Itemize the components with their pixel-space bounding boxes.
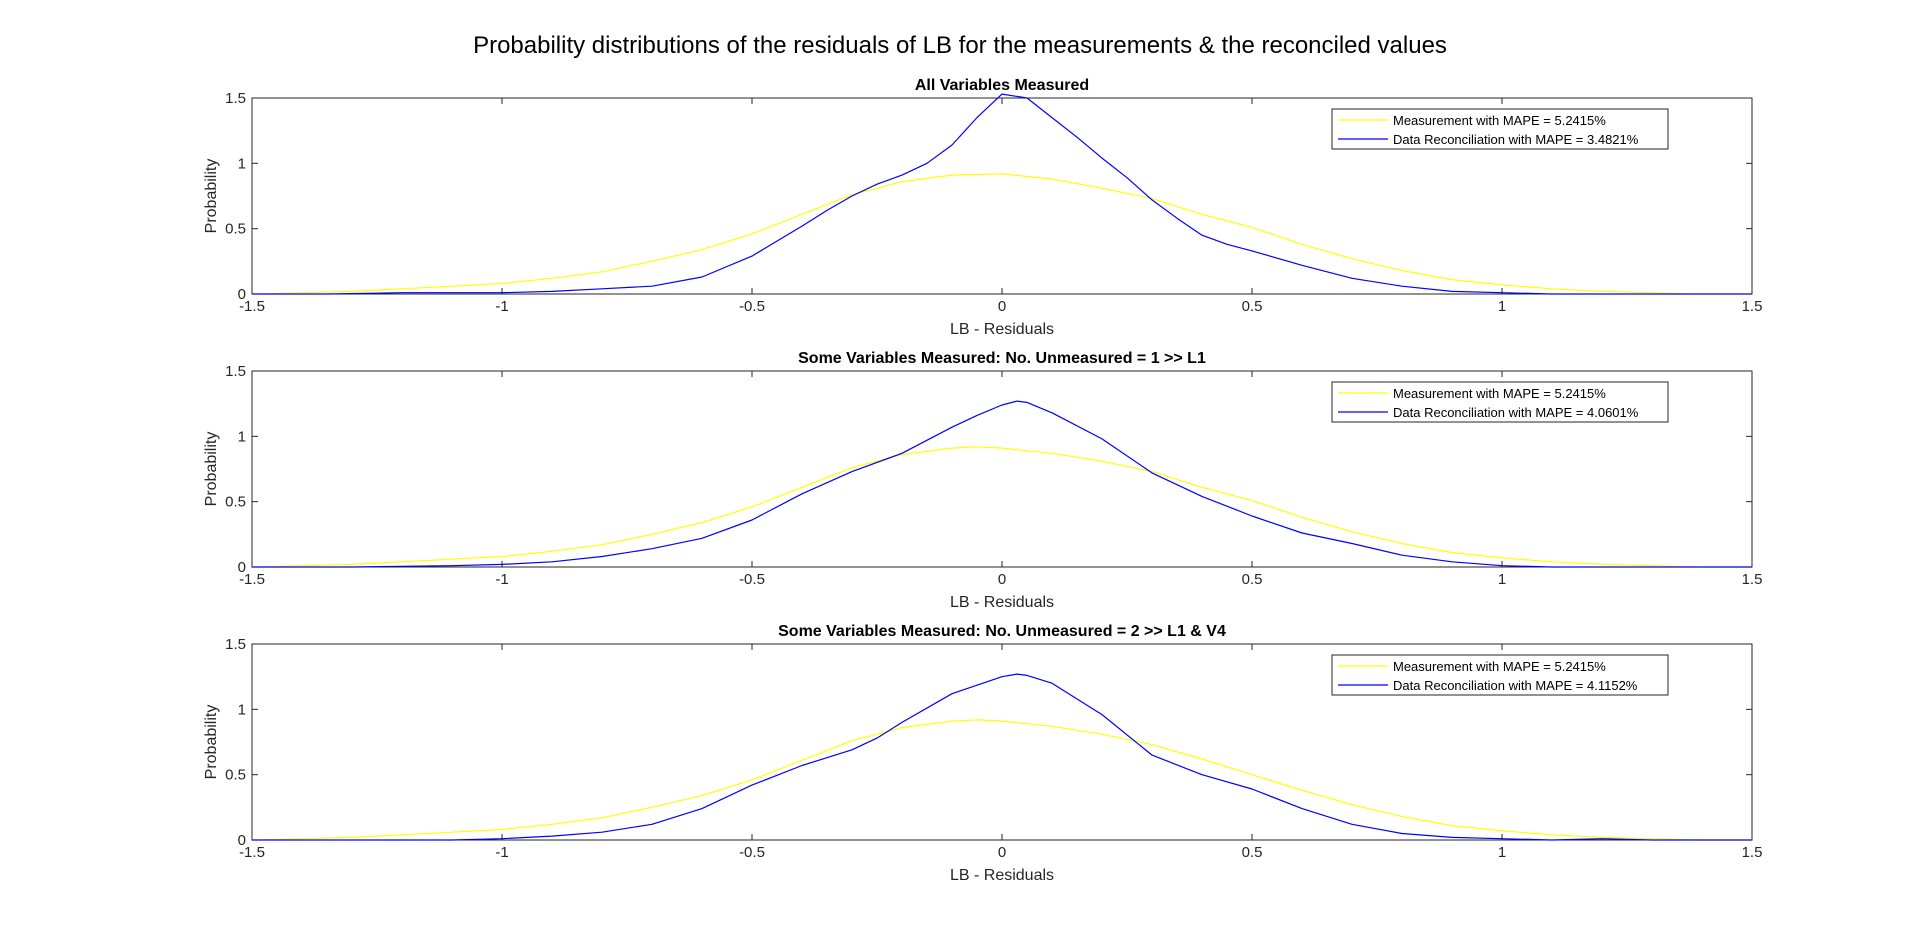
legend-entry: Measurement with MAPE = 5.2415%: [1393, 659, 1606, 674]
y-axis-label: Probability: [203, 159, 220, 234]
x-tick-label: 1.5: [1742, 844, 1763, 861]
y-tick-label: 1: [238, 155, 246, 172]
series-line-measurement: [251, 446, 1752, 568]
x-tick-label: -1.5: [239, 844, 265, 861]
y-tick-label: 0.5: [225, 494, 246, 511]
series-line-measurement: [251, 173, 1752, 295]
axes-title-2: Some Variables Measured: No. Unmeasured …: [798, 350, 1206, 367]
y-tick-label: 1.5: [225, 636, 246, 653]
x-tick-label: -1: [495, 571, 508, 588]
y-tick-label: 1: [238, 701, 246, 718]
x-tick-label: 0.5: [1242, 298, 1263, 315]
x-tick-label: -1: [495, 844, 508, 861]
x-tick-label: 0: [998, 571, 1006, 588]
legend-entry: Data Reconciliation with MAPE = 3.4821%: [1393, 132, 1639, 147]
x-axis-label: LB - Residuals: [950, 594, 1054, 611]
x-tick-label: 1: [1498, 298, 1506, 315]
x-tick-label: -1.5: [239, 571, 265, 588]
x-tick-label: -0.5: [739, 844, 765, 861]
legend-box: [1331, 381, 1669, 423]
y-axis-label: Probability: [203, 432, 220, 507]
y-tick-label: 1: [238, 428, 246, 445]
figure-title: Probability distributions of the residua…: [473, 32, 1447, 59]
series-line-data-reconciliation: [252, 673, 1752, 841]
x-tick-label: -0.5: [739, 298, 765, 315]
x-tick-label: -1: [495, 298, 508, 315]
x-tick-label: 1: [1498, 844, 1506, 861]
series-line-data-reconciliation: [252, 93, 1752, 295]
axes-title-3: Some Variables Measured: No. Unmeasured …: [778, 623, 1226, 640]
x-tick-label: -0.5: [739, 571, 765, 588]
x-tick-label: 1.5: [1742, 571, 1763, 588]
y-tick-label: 0: [238, 286, 246, 303]
y-tick-label: 1.5: [225, 90, 246, 107]
y-tick-label: 0: [238, 559, 246, 576]
series-line-measurement: [251, 719, 1752, 841]
legend-box: [1331, 654, 1669, 696]
x-tick-label: 0.5: [1242, 571, 1263, 588]
legend-entry: Data Reconciliation with MAPE = 4.1152%: [1393, 678, 1638, 693]
legend-entry: Measurement with MAPE = 5.2415%: [1393, 113, 1606, 128]
y-tick-label: 0.5: [225, 221, 246, 238]
series-line-data-reconciliation: [252, 400, 1752, 568]
x-tick-label: 1: [1498, 571, 1506, 588]
axes-title-1: All Variables Measured: [915, 77, 1089, 94]
y-tick-label: 0.5: [225, 767, 246, 784]
x-tick-label: 0: [998, 844, 1006, 861]
y-axis-label: Probability: [203, 705, 220, 780]
x-axis-label: LB - Residuals: [950, 867, 1054, 884]
legend-box: [1331, 108, 1669, 150]
y-tick-label: 0: [238, 832, 246, 849]
legend-entry: Data Reconciliation with MAPE = 4.0601%: [1393, 405, 1639, 420]
x-tick-label: 0: [998, 298, 1006, 315]
x-tick-label: 0.5: [1242, 844, 1263, 861]
legend-entry: Measurement with MAPE = 5.2415%: [1393, 386, 1606, 401]
x-axis-label: LB - Residuals: [950, 321, 1054, 338]
y-tick-label: 1.5: [225, 363, 246, 380]
x-tick-label: -1.5: [239, 298, 265, 315]
x-tick-label: 1.5: [1742, 298, 1763, 315]
